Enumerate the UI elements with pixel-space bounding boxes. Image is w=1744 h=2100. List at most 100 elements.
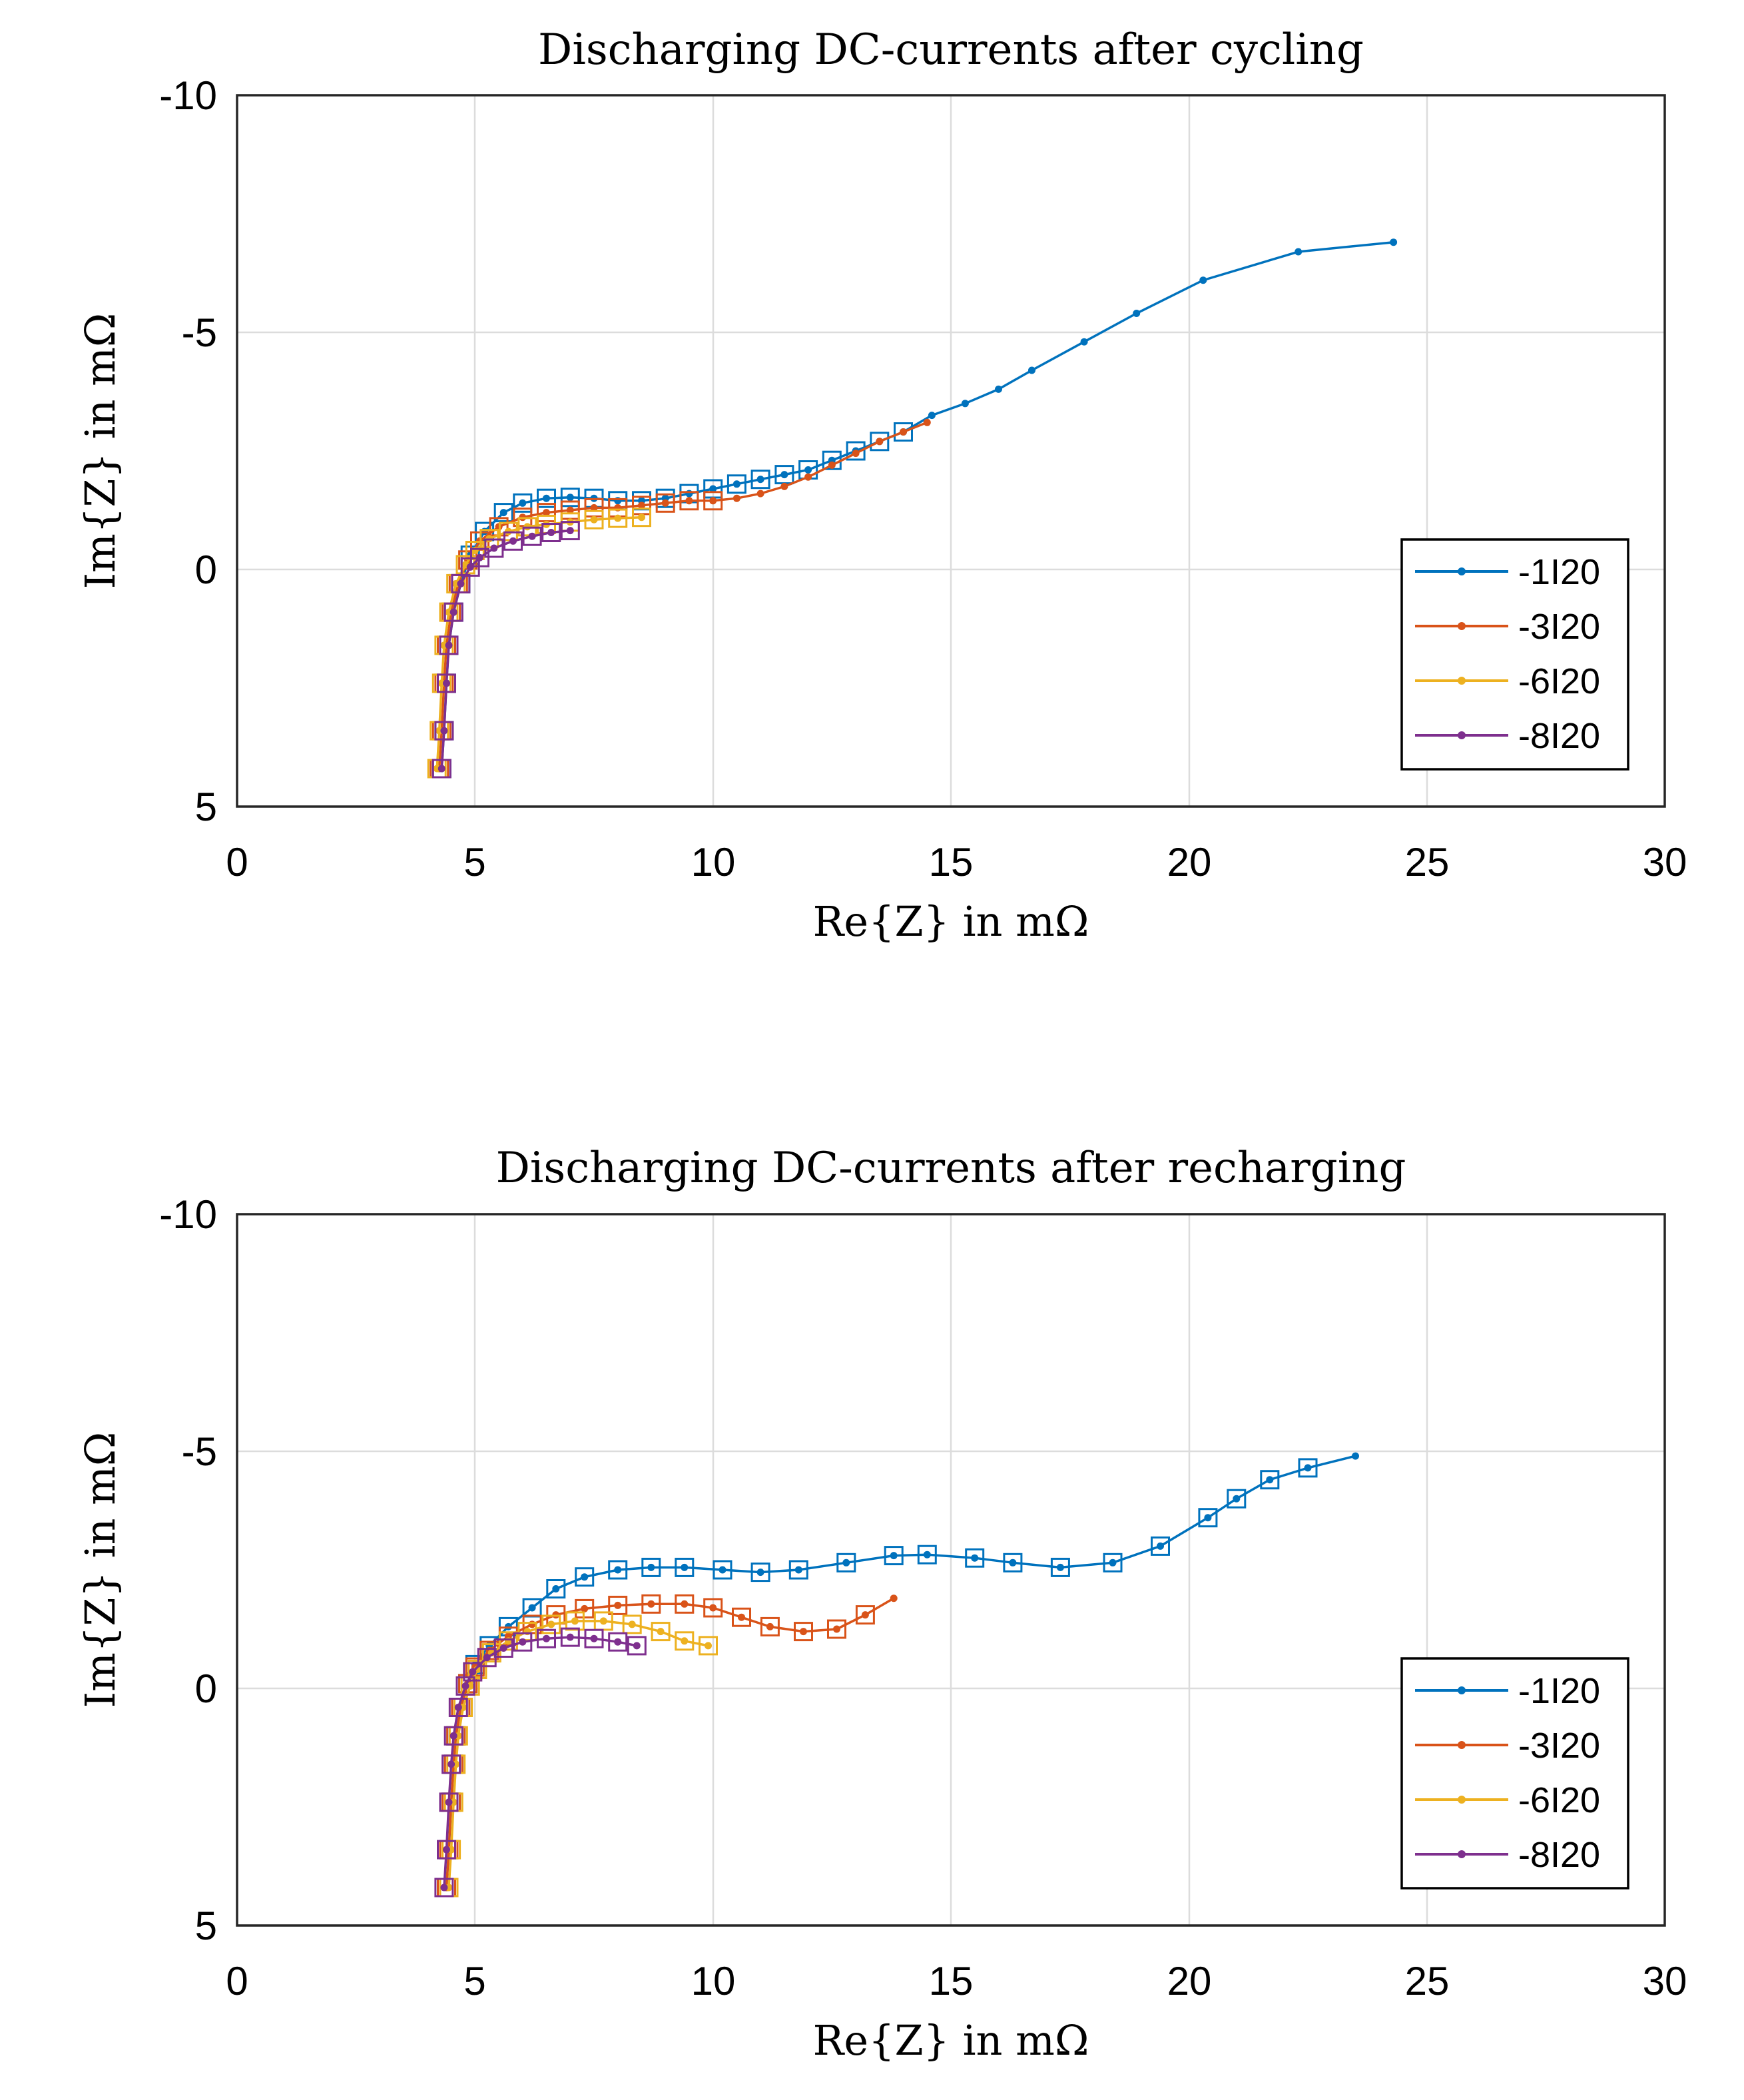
square-marker [675,1631,695,1651]
data-point [1295,248,1303,256]
legend-box [1400,1657,1629,1890]
square-marker [827,1619,846,1639]
square-marker [493,503,513,523]
square-marker [522,526,542,546]
x-tick-label: 0 [226,840,248,884]
legend-item: -3I20 [1415,1726,1600,1766]
chart-title: Discharging DC-currents after recharging [496,1144,1406,1193]
data-point [681,1600,689,1608]
square-marker [434,721,454,741]
series-layer [434,1452,1359,1898]
square-marker [437,1840,456,1860]
data-point [971,1554,979,1562]
data-point [483,1654,491,1662]
data-point [842,1559,850,1567]
data-point [566,506,574,514]
data-point [443,1846,450,1854]
legend-item: -6I20 [1415,1780,1600,1820]
data-point [876,438,884,446]
square-marker [537,1628,556,1648]
square-marker [632,508,651,527]
x-tick-label: 5 [463,840,485,884]
square-marker [513,1632,533,1652]
data-point [1056,1563,1064,1571]
legend-label: -6I20 [1518,1780,1600,1820]
data-point [547,529,555,536]
square-marker [541,523,561,542]
data-point [1233,1495,1241,1503]
data-point [738,1613,745,1621]
square-marker [651,1622,671,1642]
legend-label: -1I20 [1518,552,1600,592]
square-marker [608,1595,628,1615]
data-point [732,480,740,488]
data-point [499,509,507,517]
square-marker [608,1632,628,1652]
data-point [547,1620,555,1628]
square-marker [894,422,913,442]
x-tick-label: 30 [1643,1959,1687,2003]
square-marker [750,470,770,490]
square-marker [575,1567,595,1587]
square-marker [441,1754,461,1774]
square-marker [855,1605,875,1625]
data-point [890,1594,898,1602]
data-point [928,412,936,420]
y-tick-label: -10 [159,73,217,118]
data-point [657,1628,665,1636]
square-marker [608,508,628,528]
data-point [900,428,907,436]
x-axis-ticks: 0 5 10 15 20 25 30 [226,840,1687,884]
data-point [471,547,479,554]
legend-marker [1458,1850,1466,1858]
data-point [1266,1476,1274,1484]
square-marker [1103,1553,1123,1573]
square-marker [732,1607,751,1627]
data-point [647,1600,655,1608]
square-marker [750,1563,770,1582]
plot-frame [236,94,1666,808]
data-point [614,514,622,522]
square-marker [713,1560,732,1580]
data-point [566,1633,574,1641]
square-marker [560,521,580,541]
data-point [1133,310,1141,317]
legend-marker [1458,731,1466,739]
series--1I20 [432,238,1398,779]
data-point [449,1732,457,1740]
data-point [685,490,693,498]
square-marker [703,1598,723,1618]
data-point [469,1668,477,1676]
square-marker [794,1622,813,1642]
square-marker [655,493,675,513]
data-point [852,450,860,458]
data-point [661,499,669,507]
square-marker [1151,1536,1170,1556]
x-axis-ticks: 0 5 10 15 20 25 30 [226,1959,1687,2003]
data-point [861,1611,869,1619]
x-tick-label: 20 [1167,1959,1212,2003]
y-tick-label: -10 [159,1192,217,1237]
legend-item: -8I20 [1415,716,1600,756]
data-point [528,1620,536,1628]
square-marker [1260,1470,1280,1490]
legend-box [1400,538,1629,771]
legend-marker [1458,1796,1466,1804]
square-marker [788,1560,808,1580]
square-marker [584,1628,604,1648]
square-marker [641,1557,661,1577]
y-tick-label: 5 [195,785,217,829]
legend-item: -3I20 [1415,607,1600,647]
series--8I20 [432,521,580,779]
square-marker [434,1878,454,1898]
data-point [828,461,836,469]
data-point [681,1637,689,1645]
square-marker [503,531,523,551]
square-marker [481,1643,501,1663]
data-point [756,1569,764,1576]
square-marker [627,1636,647,1656]
square-marker [699,1636,718,1656]
data-point [614,1601,622,1609]
square-marker [870,432,890,452]
square-marker [560,488,580,508]
